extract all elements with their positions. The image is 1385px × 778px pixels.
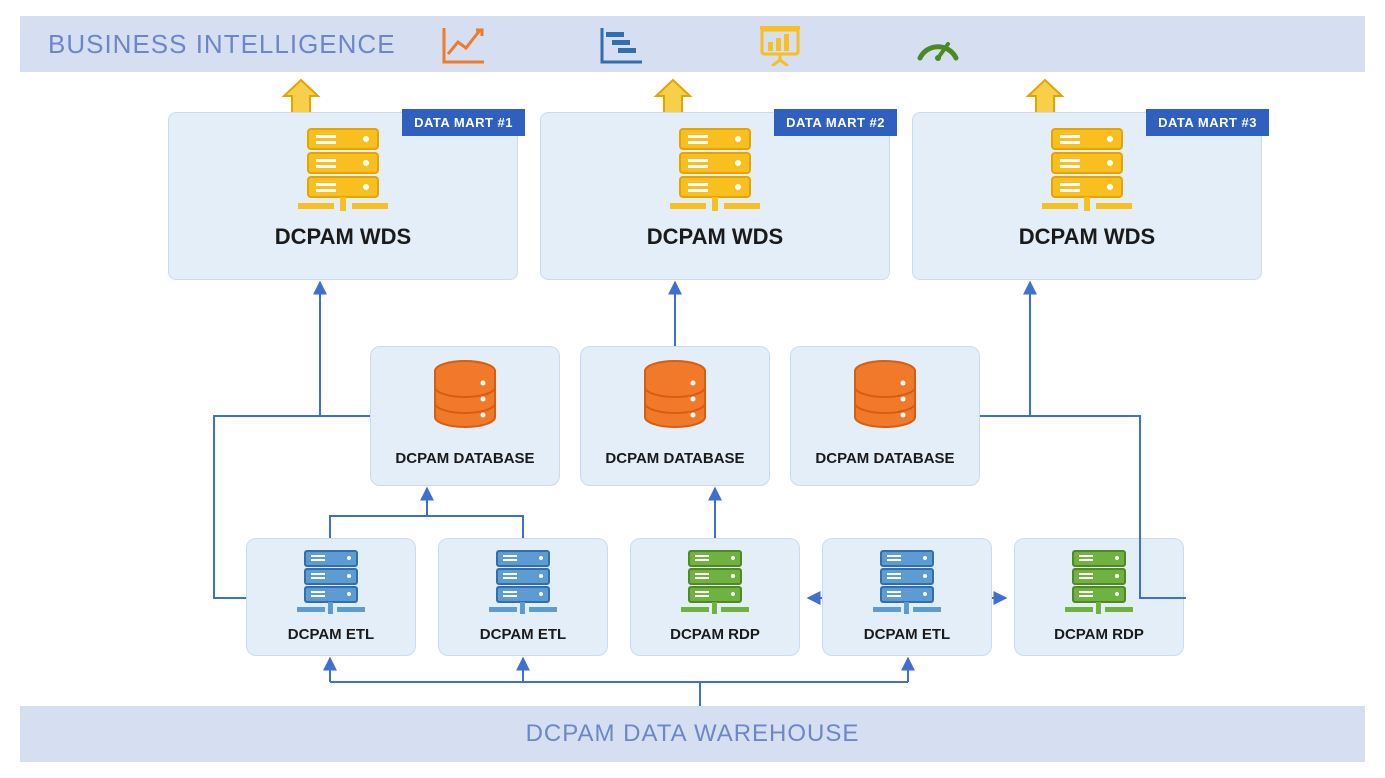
gauge-icon	[914, 24, 962, 66]
rdp-card: DCPAM RDP	[630, 538, 800, 656]
dw-title: DCPAM DATA WAREHOUSE	[526, 720, 860, 748]
database-label: DCPAM DATABASE	[791, 450, 979, 467]
etl-card: DCPAM ETL	[438, 538, 608, 656]
database-card: DCPAM DATABASE	[580, 346, 770, 486]
bi-title: BUSINESS INTELLIGENCE	[48, 29, 396, 60]
etl-card: DCPAM ETL	[822, 538, 992, 656]
rdp-card: DCPAM RDP	[1014, 538, 1184, 656]
wds-label: DCPAM WDS	[913, 224, 1261, 250]
etl-card: DCPAM ETL	[246, 538, 416, 656]
database-card: DCPAM DATABASE	[370, 346, 560, 486]
database-label: DCPAM DATABASE	[371, 450, 559, 467]
data-warehouse-band: DCPAM DATA WAREHOUSE	[20, 706, 1365, 762]
server-green-icon	[1059, 549, 1139, 617]
server-blue-icon	[483, 549, 563, 617]
database-icon	[635, 359, 715, 439]
database-icon	[425, 359, 505, 439]
business-intelligence-band: BUSINESS INTELLIGENCE	[20, 16, 1365, 72]
datamart-tag: DATA MART #3	[1146, 109, 1269, 136]
wds-label: DCPAM WDS	[169, 224, 517, 250]
wds-card: DATA MART #2 DCPAM WDS	[540, 112, 890, 280]
server-blue-icon	[291, 549, 371, 617]
proc-label: DCPAM RDP	[1015, 626, 1183, 643]
wds-card: DATA MART #3 DCPAM WDS	[912, 112, 1262, 280]
datamart-tag: DATA MART #1	[402, 109, 525, 136]
proc-label: DCPAM ETL	[439, 626, 607, 643]
datamart-tag: DATA MART #2	[774, 109, 897, 136]
wds-label: DCPAM WDS	[541, 224, 889, 250]
database-label: DCPAM DATABASE	[581, 450, 769, 467]
database-card: DCPAM DATABASE	[790, 346, 980, 486]
server-yellow-icon	[288, 125, 398, 213]
bi-icon-row	[440, 24, 962, 66]
proc-label: DCPAM RDP	[631, 626, 799, 643]
proc-label: DCPAM ETL	[823, 626, 991, 643]
server-blue-icon	[867, 549, 947, 617]
proc-label: DCPAM ETL	[247, 626, 415, 643]
server-yellow-icon	[660, 125, 770, 213]
server-green-icon	[675, 549, 755, 617]
gantt-icon	[598, 24, 646, 66]
presentation-icon	[756, 24, 804, 66]
line-chart-icon	[440, 24, 488, 66]
server-yellow-icon	[1032, 125, 1142, 213]
database-icon	[845, 359, 925, 439]
wds-card: DATA MART #1 DCPAM WDS	[168, 112, 518, 280]
